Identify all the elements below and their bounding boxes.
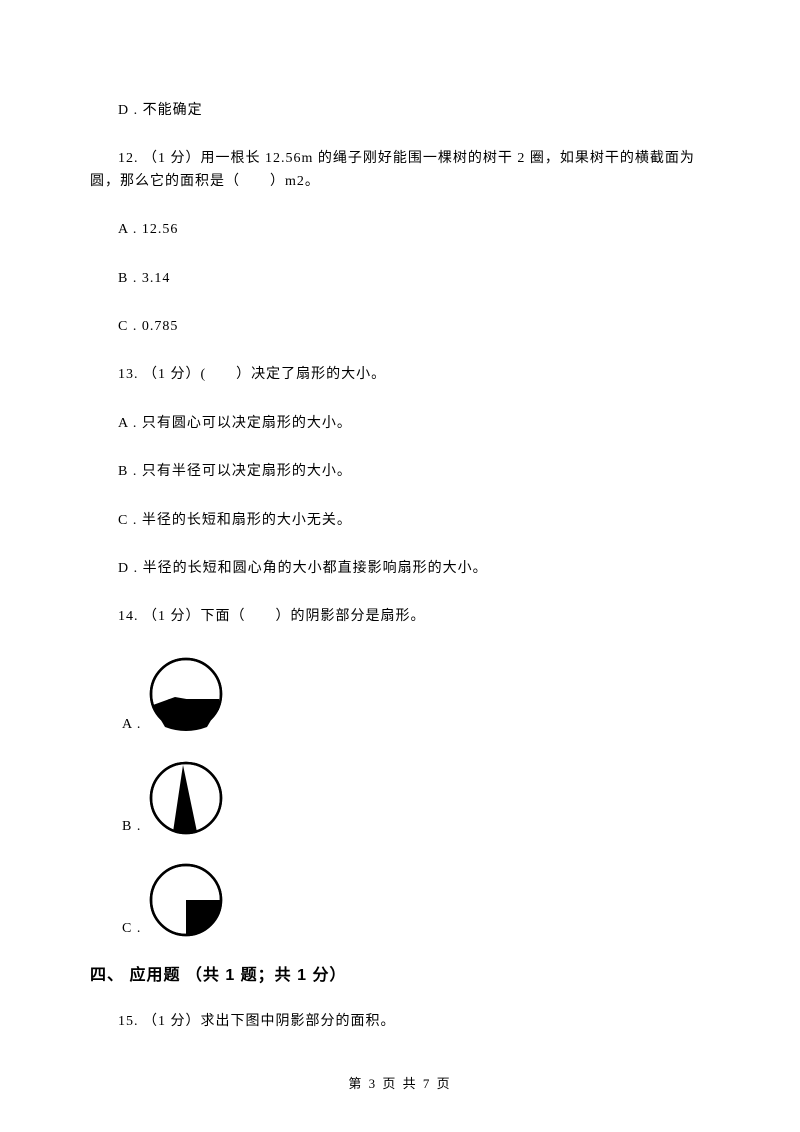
q14-option-b-row: B . [90, 757, 710, 839]
q14-stem: 14. （1 分）下面（ ）的阴影部分是扇形。 [90, 606, 710, 628]
q12-option-c: C . 0.785 [90, 316, 710, 338]
q13-option-d: D . 半径的长短和圆心角的大小都直接影响扇形的大小。 [90, 558, 710, 580]
q12-option-b: B . 3.14 [90, 268, 710, 290]
q14-figure-c [145, 859, 227, 941]
q14-figure-a [145, 655, 227, 737]
q14-option-c-label: C . [122, 921, 141, 941]
q14-option-b-label: B . [122, 819, 141, 839]
q12-option-a: A . 12.56 [90, 219, 710, 241]
q14-option-a-label: A . [122, 717, 141, 737]
q13-stem: 13. （1 分）( ）决定了扇形的大小。 [90, 364, 710, 386]
page-content: D . 不能确定 12. （1 分）用一根长 12.56m 的绳子刚好能围一棵树… [0, 0, 800, 1099]
q12-stem: 12. （1 分）用一根长 12.56m 的绳子刚好能围一棵树的树干 2 圈，如… [90, 148, 710, 193]
q13-option-a: A . 只有圆心可以决定扇形的大小。 [90, 413, 710, 435]
q11-option-d: D . 不能确定 [90, 100, 710, 122]
q13-option-b: B . 只有半径可以决定扇形的大小。 [90, 461, 710, 483]
q14-figure-b [145, 757, 227, 839]
q13-option-c: C . 半径的长短和扇形的大小无关。 [90, 510, 710, 532]
q15-stem: 15. （1 分）求出下图中阴影部分的面积。 [90, 1011, 710, 1033]
q14-option-a-row: A . [90, 655, 710, 737]
page-footer: 第 3 页 共 7 页 [0, 1073, 800, 1092]
section-4-title: 四、 应用题 （共 1 题；共 1 分） [90, 961, 710, 985]
q14-option-c-row: C . [90, 859, 710, 941]
